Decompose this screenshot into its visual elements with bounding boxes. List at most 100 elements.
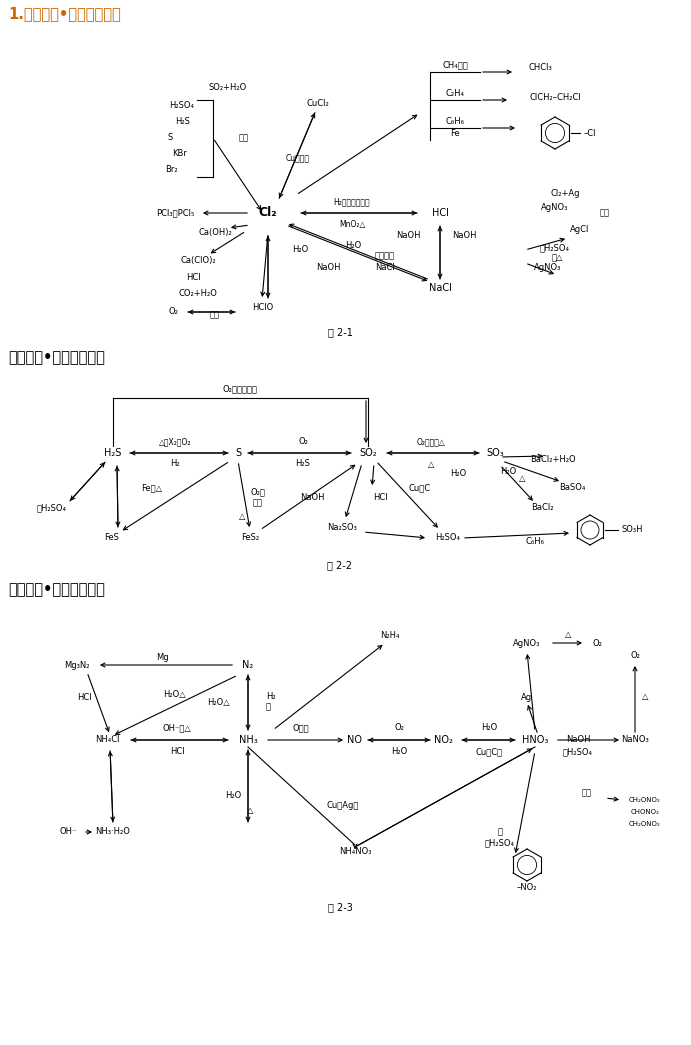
Text: H₂O: H₂O [292,246,308,255]
Text: △: △ [239,512,245,521]
Text: O₂: O₂ [630,650,640,659]
Text: H₂O: H₂O [391,747,407,757]
Text: O，催: O，催 [293,723,310,733]
Text: HCl: HCl [432,208,448,218]
Text: NaNO₃: NaNO₃ [621,736,649,744]
Text: CHCl₃: CHCl₃ [528,64,552,72]
Text: C₂H₄: C₂H₄ [446,89,464,97]
Text: C₆H₆: C₆H₆ [525,536,545,545]
Text: NH₃·H₂O: NH₃·H₂O [95,828,131,836]
Text: H₂SO₄: H₂SO₄ [435,534,460,542]
Text: CH₂ONO₂: CH₂ONO₂ [629,821,661,827]
Text: SO₂+H₂O: SO₂+H₂O [209,84,247,93]
Text: HNO₃: HNO₃ [522,735,548,745]
Text: NaOH: NaOH [316,263,340,273]
Text: H₂: H₂ [170,460,180,468]
Text: O₂: O₂ [394,723,404,733]
Text: 知识结构•氮及其化合物: 知识结构•氮及其化合物 [8,582,105,597]
Text: O₂，: O₂， [251,488,265,496]
Text: 知识结构•硫及其化合物: 知识结构•硫及其化合物 [8,350,105,365]
Text: CuCl₂: CuCl₂ [307,98,330,108]
Text: 图 2-3: 图 2-3 [328,902,352,912]
Text: NaOH: NaOH [566,736,590,744]
Text: 光照: 光照 [210,310,220,320]
Text: –NO₂: –NO₂ [517,883,537,892]
Text: CO₂+H₂O: CO₂+H₂O [178,288,218,298]
Text: O₂: O₂ [298,438,308,446]
Text: OH⁻: OH⁻ [59,828,77,836]
Text: 图 2-1: 图 2-1 [328,327,352,336]
Text: Cl₂+Ag: Cl₂+Ag [550,188,580,198]
Text: NH₄NO₃: NH₄NO₃ [339,847,371,857]
Text: 浓H₂SO₄: 浓H₂SO₄ [563,747,593,757]
Text: AgCl: AgCl [570,226,589,234]
Text: △: △ [247,806,253,814]
Text: AgNO₃: AgNO₃ [541,204,569,212]
Text: H₂O△: H₂O△ [207,697,230,706]
Text: FeS₂: FeS₂ [241,534,259,542]
Text: CHONO₂: CHONO₂ [631,809,659,815]
Text: Cl₂: Cl₂ [258,207,277,219]
Text: △: △ [519,473,525,483]
Text: NaCl: NaCl [428,283,451,293]
Text: NaCl: NaCl [375,262,395,272]
Text: CH₂ONO₂: CH₂ONO₂ [629,797,661,803]
Text: H₂S: H₂S [296,460,310,468]
Text: 图 2-2: 图 2-2 [328,560,352,570]
Text: Ag: Ag [522,693,533,701]
Text: PCl₃，PCl₅: PCl₃，PCl₅ [155,209,194,217]
Text: O₂: O₂ [592,638,602,648]
Text: Na₂SO₃: Na₂SO₃ [327,524,357,533]
Text: SO₃: SO₃ [486,448,504,458]
Text: 光照: 光照 [600,209,610,217]
Text: BaSO₄: BaSO₄ [559,483,585,491]
Text: MnO₂△: MnO₂△ [339,219,365,229]
Text: AgNO₃: AgNO₃ [534,263,562,273]
Text: NO₂: NO₂ [433,735,453,745]
Text: 燃烧: 燃烧 [253,498,263,508]
Text: BaCl₂+H₂O: BaCl₂+H₂O [530,456,576,464]
Text: Ca(OH)₂: Ca(OH)₂ [198,229,232,237]
Text: Br₂: Br₂ [164,165,178,175]
Text: HCl: HCl [186,274,200,282]
Text: HCl: HCl [170,747,184,757]
Text: Cu，Ag稀: Cu，Ag稀 [327,800,359,810]
Text: Cu，C: Cu，C [409,484,431,492]
Text: 稀H₂SO₄: 稀H₂SO₄ [37,504,67,512]
Text: N₂H₄: N₂H₄ [380,630,400,640]
Text: H₂O: H₂O [481,723,497,733]
Text: H₂O△: H₂O△ [164,691,187,699]
Text: KBr: KBr [173,149,187,159]
Text: AgNO₃: AgNO₃ [513,638,540,648]
Text: H₂O: H₂O [500,467,516,477]
Text: Mg₃N₂: Mg₃N₂ [64,660,90,670]
Text: NH₃: NH₃ [238,735,257,745]
Text: NH₄Cl: NH₄Cl [95,736,120,744]
Text: BaCl₂: BaCl₂ [531,504,553,512]
Text: H₂O: H₂O [450,468,466,478]
Text: –Cl: –Cl [584,129,596,138]
Text: S: S [235,448,241,458]
Text: H₂
催: H₂ 催 [266,692,276,712]
Text: SO₂: SO₂ [359,448,377,458]
Text: H₂S: H₂S [176,117,191,126]
Text: Mg: Mg [155,652,169,661]
Text: 苯: 苯 [498,828,502,836]
Text: ，△: ，△ [551,254,562,262]
Text: HClO: HClO [252,302,274,311]
Text: OH⁻，△: OH⁻，△ [162,723,191,733]
Text: △: △ [565,630,571,640]
Text: FeS: FeS [104,534,120,542]
Text: HCl: HCl [372,492,388,502]
Text: CH₄，光: CH₄，光 [442,61,468,70]
Text: H₂O: H₂O [225,790,241,799]
Text: 电解饱和: 电解饱和 [375,252,395,260]
Text: Cu，点燃: Cu，点燃 [286,154,310,163]
Text: NO: NO [348,735,363,745]
Text: NaOH: NaOH [300,492,324,502]
Text: NaOH: NaOH [452,231,476,239]
Text: HCl: HCl [77,693,91,701]
Text: Cu，C浓: Cu，C浓 [475,747,502,757]
Text: N₂: N₂ [243,660,254,670]
Text: △: △ [642,693,648,701]
